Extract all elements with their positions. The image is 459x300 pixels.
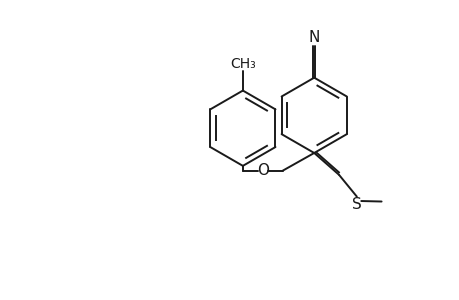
Text: N: N xyxy=(308,30,319,45)
Text: CH₃: CH₃ xyxy=(230,57,255,71)
Text: S: S xyxy=(351,197,361,212)
Text: O: O xyxy=(256,163,268,178)
